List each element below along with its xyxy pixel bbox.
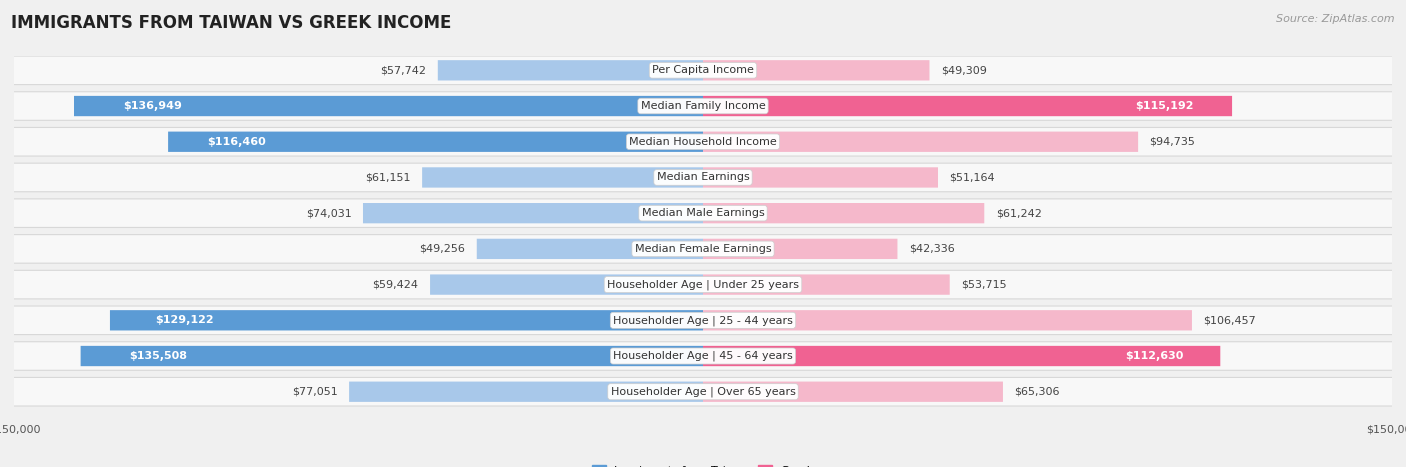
Text: $115,192: $115,192 <box>1136 101 1194 111</box>
FancyBboxPatch shape <box>703 346 1220 366</box>
Text: $49,256: $49,256 <box>419 244 465 254</box>
FancyBboxPatch shape <box>437 60 703 80</box>
FancyBboxPatch shape <box>0 56 1406 85</box>
Text: $112,630: $112,630 <box>1125 351 1184 361</box>
FancyBboxPatch shape <box>349 382 703 402</box>
FancyBboxPatch shape <box>703 203 984 223</box>
Text: Source: ZipAtlas.com: Source: ZipAtlas.com <box>1277 14 1395 24</box>
Text: $135,508: $135,508 <box>129 351 187 361</box>
FancyBboxPatch shape <box>75 96 703 116</box>
Text: Householder Age | Under 25 years: Householder Age | Under 25 years <box>607 279 799 290</box>
FancyBboxPatch shape <box>83 100 222 112</box>
FancyBboxPatch shape <box>703 96 1232 116</box>
FancyBboxPatch shape <box>430 275 703 295</box>
Text: $129,122: $129,122 <box>155 315 214 325</box>
FancyBboxPatch shape <box>477 239 703 259</box>
FancyBboxPatch shape <box>703 382 1002 402</box>
FancyBboxPatch shape <box>1107 100 1223 112</box>
FancyBboxPatch shape <box>169 132 703 152</box>
FancyBboxPatch shape <box>90 350 226 362</box>
Text: $77,051: $77,051 <box>292 387 337 397</box>
Text: $106,457: $106,457 <box>1204 315 1256 325</box>
Text: $49,309: $49,309 <box>941 65 987 75</box>
FancyBboxPatch shape <box>703 310 1192 331</box>
Text: $65,306: $65,306 <box>1014 387 1060 397</box>
Text: Householder Age | 25 - 44 years: Householder Age | 25 - 44 years <box>613 315 793 325</box>
Text: $42,336: $42,336 <box>908 244 955 254</box>
FancyBboxPatch shape <box>0 377 1406 406</box>
FancyBboxPatch shape <box>177 136 295 148</box>
FancyBboxPatch shape <box>703 132 1137 152</box>
FancyBboxPatch shape <box>363 203 703 223</box>
Text: $61,151: $61,151 <box>366 172 411 183</box>
Text: Median Earnings: Median Earnings <box>657 172 749 183</box>
FancyBboxPatch shape <box>703 167 938 188</box>
Text: $51,164: $51,164 <box>949 172 995 183</box>
Text: $116,460: $116,460 <box>207 137 266 147</box>
FancyBboxPatch shape <box>0 92 1406 120</box>
Text: Median Female Earnings: Median Female Earnings <box>634 244 772 254</box>
FancyBboxPatch shape <box>703 239 897 259</box>
FancyBboxPatch shape <box>0 306 1406 334</box>
Text: $61,242: $61,242 <box>995 208 1042 218</box>
Text: Householder Age | 45 - 64 years: Householder Age | 45 - 64 years <box>613 351 793 361</box>
FancyBboxPatch shape <box>0 342 1406 370</box>
Legend: Immigrants from Taiwan, Greek: Immigrants from Taiwan, Greek <box>588 461 818 467</box>
FancyBboxPatch shape <box>0 163 1406 192</box>
FancyBboxPatch shape <box>0 234 1406 263</box>
Text: Median Family Income: Median Family Income <box>641 101 765 111</box>
FancyBboxPatch shape <box>110 310 703 331</box>
Text: $53,715: $53,715 <box>962 280 1007 290</box>
Text: Householder Age | Over 65 years: Householder Age | Over 65 years <box>610 387 796 397</box>
FancyBboxPatch shape <box>703 275 949 295</box>
FancyBboxPatch shape <box>1097 350 1211 362</box>
Text: $136,949: $136,949 <box>122 101 181 111</box>
FancyBboxPatch shape <box>0 127 1406 156</box>
Text: Per Capita Income: Per Capita Income <box>652 65 754 75</box>
FancyBboxPatch shape <box>0 270 1406 299</box>
FancyBboxPatch shape <box>0 199 1406 227</box>
Text: Median Household Income: Median Household Income <box>628 137 778 147</box>
Text: Median Male Earnings: Median Male Earnings <box>641 208 765 218</box>
Text: $94,735: $94,735 <box>1150 137 1195 147</box>
Text: IMMIGRANTS FROM TAIWAN VS GREEK INCOME: IMMIGRANTS FROM TAIWAN VS GREEK INCOME <box>11 14 451 32</box>
Text: $59,424: $59,424 <box>373 280 419 290</box>
FancyBboxPatch shape <box>80 346 703 366</box>
FancyBboxPatch shape <box>120 314 250 326</box>
FancyBboxPatch shape <box>422 167 703 188</box>
FancyBboxPatch shape <box>703 60 929 80</box>
Text: $57,742: $57,742 <box>380 65 426 75</box>
Text: $74,031: $74,031 <box>305 208 352 218</box>
